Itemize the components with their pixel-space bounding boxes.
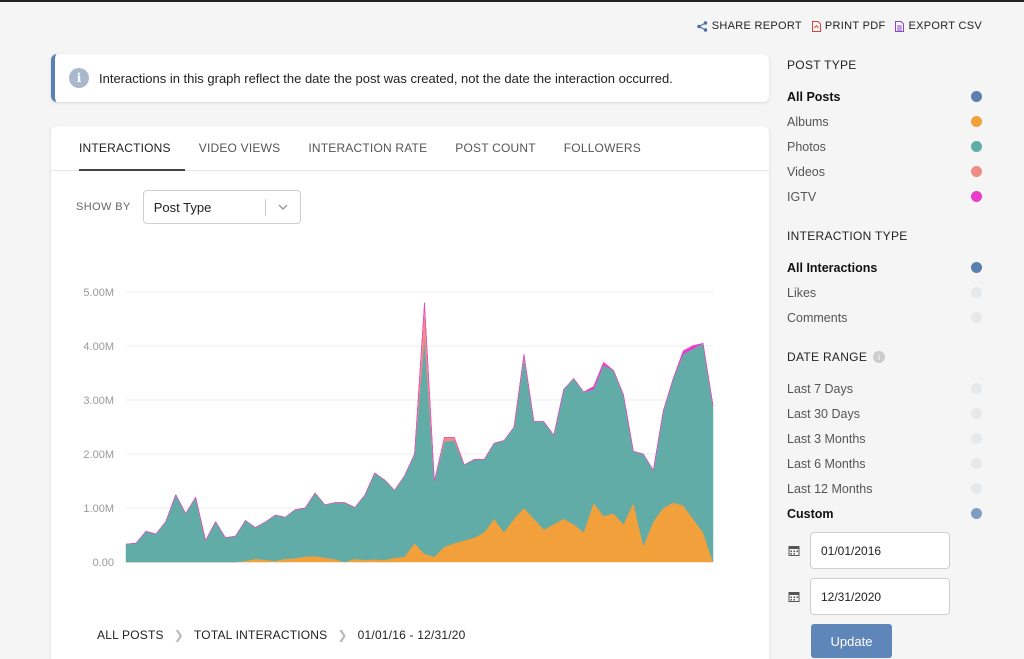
interaction-type-section: INTERACTION TYPE All Interactions Likes Co… (787, 229, 987, 330)
post-type-section: POST TYPE All Posts Albums Photos Videos IGT… (787, 58, 987, 209)
breadcrumb-posts[interactable]: ALL POSTS (97, 628, 164, 642)
color-dot-icon (971, 166, 982, 177)
interaction-type-item-all-interactions[interactable]: All Interactions (787, 255, 987, 280)
export-csv-button[interactable]: EXPORT CSV (895, 20, 982, 32)
post-type-item-label: IGTV (787, 189, 817, 204)
show-by-select[interactable]: Post Type (142, 190, 301, 224)
breadcrumb-range: 01/01/16 - 12/31/20 (357, 628, 466, 642)
filter-sidebar: POST TYPE All Posts Albums Photos Videos IGT… (787, 58, 987, 546)
post-type-item-label: Albums (787, 114, 829, 129)
color-dot-icon (971, 458, 982, 469)
color-dot-icon (971, 262, 982, 273)
breadcrumb-metric[interactable]: TOTAL INTERACTIONS (193, 628, 328, 642)
interaction-type-heading: INTERACTION TYPE (787, 229, 908, 243)
calendar-icon (788, 592, 800, 602)
tab-interactions[interactable]: INTERACTIONS (71, 126, 185, 171)
y-tick-label: 4.00M (83, 341, 114, 353)
pdf-icon (811, 20, 821, 32)
info-icon[interactable]: i (873, 351, 886, 363)
tab-video-views[interactable]: VIDEO VIEWS (198, 141, 281, 155)
post-type-item-label: Photos (787, 139, 826, 154)
show-by-control: SHOW BY Post Type (76, 190, 301, 224)
date-range-item-label: Custom (787, 506, 834, 521)
start-date-field[interactable] (810, 532, 950, 569)
share-report-label: SHARE REPORT (711, 20, 802, 32)
end-date-field[interactable] (810, 578, 950, 615)
y-tick-label: 1.00M (83, 503, 114, 515)
interaction-type-item-label: All Interactions (787, 260, 878, 275)
calendar-icon (788, 546, 800, 556)
interaction-type-item-likes[interactable]: Likes (787, 280, 987, 305)
date-range-item-label: Last 12 Months (787, 481, 873, 496)
start-date-row (787, 532, 950, 569)
interaction-type-item-label: Comments (787, 310, 848, 325)
date-range-item-last-7-days[interactable]: Last 7 Days (787, 376, 987, 401)
post-type-item-all-posts[interactable]: All Posts (787, 84, 987, 109)
breadcrumb: ALL POSTS ❯ TOTAL INTERACTIONS ❯ 01/01/1… (97, 628, 466, 642)
info-icon: i (69, 68, 89, 88)
date-range-heading: DATE RANGE i (787, 350, 987, 364)
date-range-item-last-3-months[interactable]: Last 3 Months (787, 426, 987, 451)
color-dot-icon (971, 91, 982, 102)
info-notice: i Interactions in this graph reflect the… (51, 54, 769, 102)
interaction-type-item-label: Likes (787, 285, 817, 300)
chevron-right-icon: ❯ (337, 628, 348, 642)
date-range-section: DATE RANGE i Last 7 Days Last 30 Days Last… (787, 350, 987, 526)
y-tick-label: 3.00M (83, 395, 114, 407)
share-report-button[interactable]: SHARE REPORT (697, 20, 802, 32)
y-tick-label: 2.00M (83, 449, 114, 461)
y-tick-label: 0.00 (93, 557, 114, 569)
color-dot-icon (971, 508, 982, 519)
y-tick-label: 5.00M (83, 287, 114, 299)
color-dot-icon (971, 483, 982, 494)
post-type-heading: POST TYPE (787, 58, 857, 72)
print-pdf-button[interactable]: PRINT PDF (811, 20, 886, 32)
update-button[interactable]: Update (811, 624, 892, 658)
print-pdf-label: PRINT PDF (824, 20, 886, 32)
area-series-3[interactable] (125, 302, 714, 545)
tab-followers[interactable]: FOLLOWERS (563, 141, 641, 155)
color-dot-icon (971, 141, 982, 152)
interaction-type-item-comments[interactable]: Comments (787, 305, 987, 330)
date-range-item-last-30-days[interactable]: Last 30 Days (787, 401, 987, 426)
date-range-item-label: Last 7 Days (787, 381, 854, 396)
post-type-item-label: Videos (787, 164, 825, 179)
post-type-item-videos[interactable]: Videos (787, 159, 987, 184)
tab-interaction-rate[interactable]: INTERACTION RATE (308, 141, 428, 155)
post-type-item-albums[interactable]: Albums (787, 109, 987, 134)
date-range-item-label: Last 6 Months (787, 456, 866, 471)
export-csv-label: EXPORT CSV (908, 20, 982, 32)
color-dot-icon (971, 433, 982, 444)
date-range-item-label: Last 30 Days (787, 406, 860, 421)
notice-text: Interactions in this graph reflect the d… (99, 70, 673, 86)
color-dot-icon (971, 287, 982, 298)
date-range-item-last-12-months[interactable]: Last 12 Months (787, 476, 987, 501)
date-range-item-last-6-months[interactable]: Last 6 Months (787, 451, 987, 476)
share-icon (697, 20, 707, 32)
metric-tabs: INTERACTIONS VIDEO VIEWS INTERACTION RAT… (51, 126, 769, 171)
date-range-title: DATE RANGE (787, 350, 868, 364)
chevron-right-icon: ❯ (173, 628, 184, 642)
csv-file-icon (895, 20, 905, 32)
post-type-item-photos[interactable]: Photos (787, 134, 987, 159)
chevron-down-icon (278, 204, 288, 210)
select-divider (264, 199, 266, 216)
end-date-row (787, 578, 950, 615)
show-by-value: Post Type (153, 199, 212, 215)
post-type-item-label: All Posts (787, 89, 841, 104)
show-by-label: SHOW BY (76, 201, 131, 213)
report-toolbar: SHARE REPORT PRINT PDF EXPORT CSV (697, 20, 982, 32)
color-dot-icon (971, 383, 982, 394)
date-range-item-label: Last 3 Months (787, 431, 866, 446)
chart-card: INTERACTIONS VIDEO VIEWS INTERACTION RAT… (51, 126, 769, 659)
tab-post-count[interactable]: POST COUNT (455, 141, 536, 155)
color-dot-icon (971, 312, 982, 323)
color-dot-icon (971, 116, 982, 127)
post-type-item-igtv[interactable]: IGTV (787, 184, 987, 209)
color-dot-icon (971, 408, 982, 419)
date-range-item-custom[interactable]: Custom (787, 501, 987, 526)
color-dot-icon (971, 191, 982, 202)
